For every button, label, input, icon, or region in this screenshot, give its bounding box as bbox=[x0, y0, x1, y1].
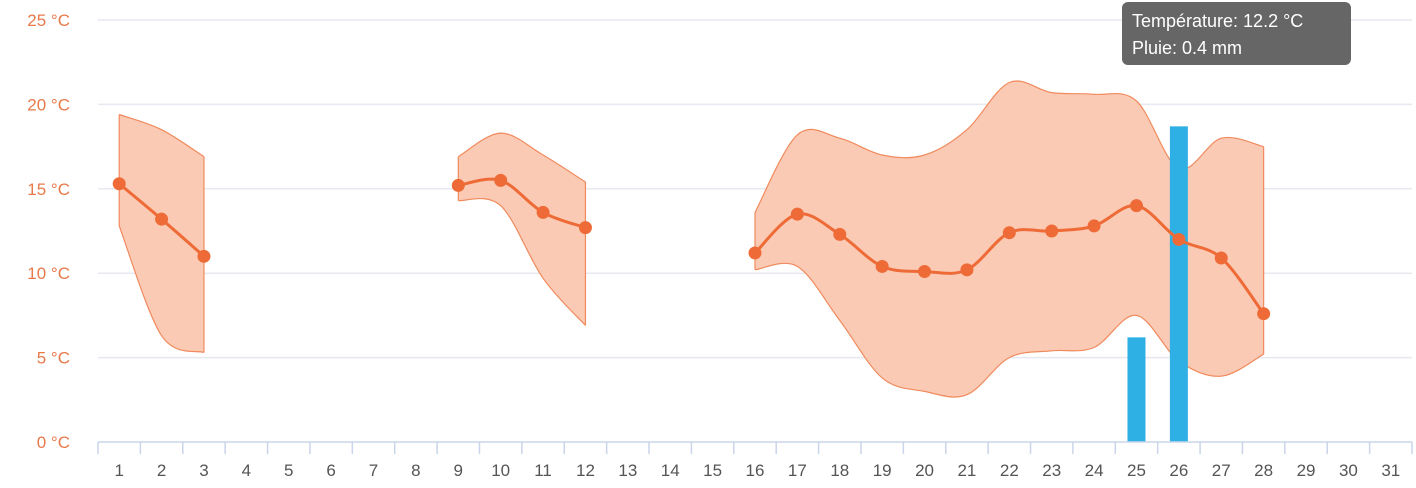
x-tick-label: 23 bbox=[1042, 461, 1061, 480]
x-tick-label: 21 bbox=[957, 461, 976, 480]
temperature-point[interactable] bbox=[1087, 219, 1101, 233]
axes: 0 °C5 °C10 °C15 °C20 °C25 °C1 2 3 4 5 6 7 8 9 10 1… bbox=[27, 11, 1413, 480]
y-tick-label: 5 °C bbox=[37, 349, 70, 368]
y-tick-label: 0 °C bbox=[37, 433, 70, 452]
temperature-point[interactable] bbox=[494, 173, 508, 187]
temperature-max-line bbox=[457, 132, 586, 183]
temperature-point[interactable] bbox=[155, 212, 169, 226]
x-tick-label: 2 bbox=[157, 461, 166, 480]
temperature-point[interactable] bbox=[1214, 251, 1228, 265]
x-tick-label: 25 bbox=[1127, 461, 1146, 480]
tooltip-temperature: Température: 12.2 °C bbox=[1132, 11, 1303, 31]
temperature-max-line bbox=[118, 113, 205, 158]
x-tick-label: 29 bbox=[1297, 461, 1316, 480]
y-tick-label: 25 °C bbox=[27, 11, 70, 30]
x-tick-label: 22 bbox=[1000, 461, 1019, 480]
x-tick-label: 10 bbox=[491, 461, 510, 480]
temperature-point[interactable] bbox=[960, 263, 974, 277]
x-tick-label: 3 bbox=[199, 461, 208, 480]
x-tick-label: 8 bbox=[411, 461, 420, 480]
temperature-line bbox=[458, 177, 586, 230]
rain-bars bbox=[1127, 126, 1188, 443]
temperature-point[interactable] bbox=[1129, 199, 1143, 213]
temperature-point[interactable] bbox=[790, 207, 804, 221]
x-tick-label: 16 bbox=[746, 461, 765, 480]
temperature-point[interactable] bbox=[875, 259, 889, 273]
x-tick-label: 14 bbox=[661, 461, 680, 480]
temperature-point[interactable] bbox=[112, 177, 126, 191]
x-tick-label: 28 bbox=[1254, 461, 1273, 480]
x-tick-label: 15 bbox=[703, 461, 722, 480]
temperature-point[interactable] bbox=[578, 221, 592, 235]
x-tick-label: 6 bbox=[326, 461, 335, 480]
temperature-point[interactable] bbox=[1045, 224, 1059, 238]
tooltip-background bbox=[1122, 2, 1351, 65]
rain-bar[interactable] bbox=[1127, 337, 1146, 442]
x-tick-label: 1 bbox=[114, 461, 123, 480]
x-tick-label: 7 bbox=[369, 461, 378, 480]
temperature-min-line bbox=[118, 225, 205, 354]
x-tick-label: 20 bbox=[915, 461, 934, 480]
temperature-point[interactable] bbox=[1172, 232, 1186, 246]
temperature-point[interactable] bbox=[1257, 307, 1271, 321]
y-tick-label: 20 °C bbox=[27, 95, 70, 114]
x-tick-label: 31 bbox=[1381, 461, 1400, 480]
x-tick-label: 17 bbox=[788, 461, 807, 480]
temperature-point[interactable] bbox=[451, 178, 465, 192]
temperature-point[interactable] bbox=[536, 205, 550, 219]
x-tick-label: 9 bbox=[454, 461, 463, 480]
x-tick-label: 4 bbox=[242, 461, 251, 480]
temperature-point[interactable] bbox=[1002, 226, 1016, 240]
rain-bar[interactable] bbox=[1169, 126, 1188, 443]
x-tick-label: 13 bbox=[618, 461, 637, 480]
y-tick-label: 15 °C bbox=[27, 180, 70, 199]
temperature-point[interactable] bbox=[918, 265, 932, 279]
x-tick-label: 5 bbox=[284, 461, 293, 480]
x-tick-label: 12 bbox=[576, 461, 595, 480]
y-tick-label: 10 °C bbox=[27, 264, 70, 283]
x-tick-label: 24 bbox=[1085, 461, 1104, 480]
temperature-point[interactable] bbox=[833, 227, 847, 241]
temperature-min-line bbox=[458, 198, 586, 326]
x-tick-label: 18 bbox=[830, 461, 849, 480]
x-tick-label: 30 bbox=[1339, 461, 1358, 480]
chart-tooltip: Température: 12.2 °C Pluie: 0.4 mm bbox=[1122, 2, 1351, 65]
x-tick-label: 26 bbox=[1169, 461, 1188, 480]
temperature-range-area bbox=[119, 114, 204, 353]
temperature-points bbox=[112, 173, 1271, 321]
x-tick-label: 19 bbox=[873, 461, 892, 480]
temperature-range-areas bbox=[118, 80, 1265, 398]
temperature-point[interactable] bbox=[197, 249, 211, 263]
temperature-range-area bbox=[458, 133, 586, 326]
x-tick-label: 11 bbox=[534, 461, 552, 480]
x-tick-label: 27 bbox=[1212, 461, 1231, 480]
temperature-point[interactable] bbox=[748, 246, 762, 260]
tooltip-rain: Pluie: 0.4 mm bbox=[1132, 38, 1242, 58]
